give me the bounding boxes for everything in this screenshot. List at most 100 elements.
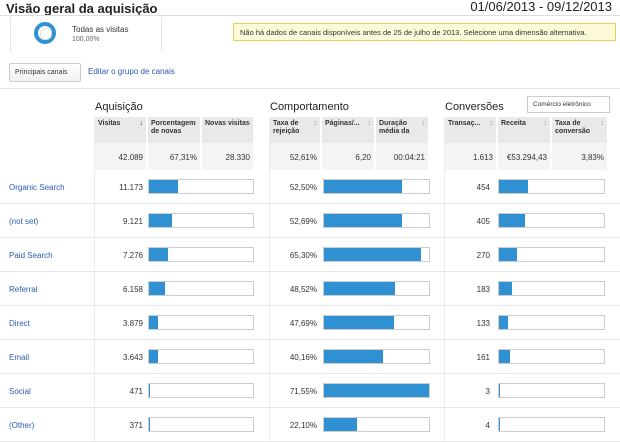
visits-bar <box>149 384 150 397</box>
sort-icon[interactable]: ↕ <box>600 120 605 127</box>
transactions-value: 270 <box>476 251 490 260</box>
column-header-5[interactable]: Páginas/... ↕ <box>322 117 375 143</box>
column-header-label: Porcentagem de novas <box>151 120 196 135</box>
sort-icon[interactable]: ↕ <box>543 120 548 127</box>
table-row: Referral 6.158 48,52% 183 <box>0 272 620 306</box>
revenue-bar-frame <box>498 383 605 398</box>
transactions-value: 3 <box>485 387 490 396</box>
visits-value: 7.276 <box>122 251 143 260</box>
transactions-value: 405 <box>476 217 490 226</box>
column-header-label: Novas visitas <box>205 120 250 127</box>
column-header-4[interactable]: Taxa de rejeição ↕ <box>270 117 321 143</box>
visits-value: 11.173 <box>119 183 143 192</box>
column-header-9[interactable]: Taxa de conversão ↕ <box>552 117 608 143</box>
visits-value: 6.158 <box>122 285 143 294</box>
bounce-rate-value: 47,69% <box>289 319 317 328</box>
total-cell-1: 42.089 <box>95 143 147 170</box>
total-cell-9: 3,83% <box>552 143 608 170</box>
channel-link[interactable]: Direct <box>9 319 30 328</box>
sort-icon[interactable]: ↕ <box>367 120 372 127</box>
visits-value: 471 <box>129 387 143 396</box>
pages-bar <box>324 180 402 193</box>
total-cell-2: 67,31% <box>148 143 201 170</box>
segment-panel[interactable] <box>10 17 162 51</box>
pages-bar <box>324 282 395 295</box>
column-header-label: Páginas/... <box>325 120 360 127</box>
channel-link[interactable]: Organic Search <box>9 183 65 192</box>
channel-link[interactable]: Social <box>9 387 31 396</box>
pages-bar <box>324 418 357 431</box>
pages-bar-frame <box>323 383 430 398</box>
column-header-1[interactable]: Visitas ↓ <box>95 117 147 143</box>
bounce-rate-value: 71,55% <box>289 387 317 396</box>
behavior-group-title: Comportamento <box>270 101 349 113</box>
pages-bar-frame <box>323 247 430 262</box>
total-cell-3: 28.330 <box>202 143 254 170</box>
toolbar-divider <box>0 88 620 89</box>
table-row: (Other) 371 22,10% 4 <box>0 408 620 442</box>
column-header-6[interactable]: Duração média da ↕ <box>376 117 429 143</box>
visits-bar-frame <box>148 349 254 364</box>
revenue-bar-frame <box>498 281 605 296</box>
revenue-bar <box>499 418 500 431</box>
visits-value: 3.643 <box>122 353 143 362</box>
sort-desc-icon[interactable]: ↓ <box>139 120 144 127</box>
edit-channel-group-link[interactable]: Editar o grupo de canais <box>88 67 175 76</box>
channel-link[interactable]: Email <box>9 353 30 362</box>
group-divider <box>444 117 445 442</box>
table-row: Social 471 71,55% 3 <box>0 374 620 408</box>
total-cell-5: 6,20 <box>322 143 375 170</box>
bounce-rate-value: 65,30% <box>289 251 317 260</box>
sort-icon[interactable]: ↕ <box>246 120 251 127</box>
revenue-bar <box>499 316 508 329</box>
pages-bar-frame <box>323 213 430 228</box>
visits-bar-frame <box>148 213 254 228</box>
bounce-rate-value: 22,10% <box>289 421 317 430</box>
pages-bar-frame <box>323 349 430 364</box>
column-header-2[interactable]: Porcentagem de novas ↕ <box>148 117 201 143</box>
revenue-bar-frame <box>498 213 605 228</box>
visits-bar <box>149 282 165 295</box>
date-range-picker[interactable]: 01/06/2013 - 09/12/2013 <box>470 0 612 14</box>
visits-bar <box>149 180 178 193</box>
bounce-rate-value: 40,16% <box>289 353 317 362</box>
transactions-value: 133 <box>476 319 490 328</box>
column-header-label: Receita <box>501 120 526 127</box>
visits-value: 371 <box>129 421 143 430</box>
header-divider <box>0 15 620 16</box>
segment-donut-icon <box>34 22 56 44</box>
revenue-bar <box>499 350 510 363</box>
total-cell-7: 1.613 <box>445 143 497 170</box>
total-cell-4: 52,61% <box>270 143 321 170</box>
revenue-bar-frame <box>498 247 605 262</box>
sort-icon[interactable]: ↕ <box>489 120 494 127</box>
pages-bar-frame <box>323 417 430 432</box>
table-row: Email 3.643 40,16% 161 <box>0 340 620 374</box>
bounce-rate-value: 52,50% <box>289 183 317 192</box>
sort-icon[interactable]: ↕ <box>193 120 198 127</box>
sort-icon[interactable]: ↕ <box>313 120 318 127</box>
channel-link[interactable]: (not set) <box>9 217 39 226</box>
sort-icon[interactable]: ↕ <box>421 120 426 127</box>
revenue-bar <box>499 282 512 295</box>
visits-bar-frame <box>148 315 254 330</box>
bounce-rate-value: 52,69% <box>289 217 317 226</box>
channel-link[interactable]: Referral <box>9 285 38 294</box>
channel-group-select[interactable]: Principais canais <box>9 63 81 82</box>
column-header-7[interactable]: Transaç... ↕ <box>445 117 497 143</box>
column-header-label: Transaç... <box>448 120 481 127</box>
visits-bar-frame <box>148 383 254 398</box>
conversions-select[interactable]: Comércio eletrônico <box>527 96 610 113</box>
column-header-8[interactable]: Receita ↕ <box>498 117 551 143</box>
revenue-bar <box>499 248 517 261</box>
pages-bar-frame <box>323 179 430 194</box>
column-header-3[interactable]: Novas visitas ↕ <box>202 117 254 143</box>
transactions-value: 454 <box>476 183 490 192</box>
column-header-label: Duração média da <box>379 120 410 135</box>
visits-bar <box>149 418 150 431</box>
group-divider <box>94 117 95 442</box>
channel-link[interactable]: (Other) <box>9 421 35 430</box>
revenue-bar-frame <box>498 349 605 364</box>
channel-link[interactable]: Paid Search <box>9 251 53 260</box>
visits-value: 9.121 <box>122 217 143 226</box>
